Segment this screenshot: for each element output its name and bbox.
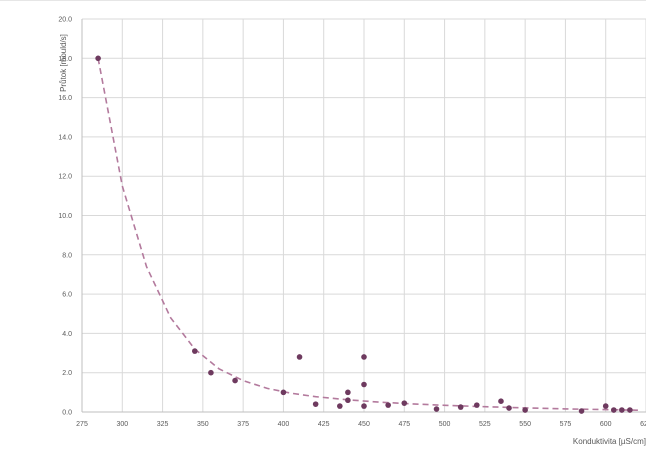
y-tick-label: 0.0	[62, 410, 72, 417]
x-tick-label: 425	[318, 421, 330, 428]
data-point	[610, 407, 617, 413]
y-tick-label: 2.0	[62, 370, 72, 377]
data-point	[296, 354, 303, 360]
data-point	[401, 400, 408, 406]
data-point	[312, 401, 319, 407]
data-point	[506, 405, 512, 411]
y-tick-label: 10.0	[58, 213, 72, 220]
y-tick-label: 20.0	[58, 17, 72, 24]
data-point	[385, 402, 391, 408]
x-tick-label: 450	[358, 421, 370, 428]
x-tick-label: 525	[479, 421, 491, 428]
data-point	[232, 377, 238, 384]
data-point	[457, 404, 464, 410]
x-tick-label: 400	[278, 421, 290, 428]
data-point	[474, 402, 480, 408]
y-axis-title: Průtok [mould/s]	[59, 34, 68, 92]
data-point	[208, 369, 214, 376]
x-tick-label: 575	[560, 421, 572, 428]
data-point	[361, 403, 367, 409]
x-tick-label: 275	[76, 421, 88, 428]
x-tick-label: 475	[398, 421, 410, 428]
y-tick-label: 18.0	[58, 56, 72, 63]
data-point	[602, 403, 609, 409]
x-tick-label: 625	[640, 421, 646, 428]
y-tick-label: 4.0	[62, 331, 72, 338]
x-tick-label: 350	[197, 421, 209, 428]
data-point	[627, 407, 633, 413]
data-point	[522, 407, 528, 413]
x-tick-label: 500	[439, 421, 451, 428]
data-point	[345, 389, 351, 396]
data-point	[619, 407, 625, 413]
x-tick-label: 600	[600, 421, 612, 428]
data-point	[345, 397, 351, 404]
y-tick-label: 8.0	[62, 252, 72, 259]
y-tick-label: 12.0	[58, 174, 72, 181]
data-point	[361, 381, 367, 388]
x-axis-title: Konduktivita [µS/cm]	[573, 437, 646, 446]
y-tick-label: 16.0	[58, 95, 72, 102]
y-tick-label: 14.0	[58, 134, 72, 141]
trendline	[97, 58, 638, 411]
data-point	[280, 389, 287, 396]
x-tick-label: 375	[237, 421, 249, 428]
x-tick-label: 325	[157, 421, 169, 428]
data-point	[361, 354, 367, 360]
x-tick-label: 300	[116, 421, 128, 428]
data-point	[433, 406, 440, 412]
x-tick-label: 550	[519, 421, 531, 428]
data-point	[578, 408, 585, 414]
data-point	[337, 403, 343, 409]
data-point	[192, 348, 198, 354]
data-point	[95, 55, 101, 62]
data-point	[498, 398, 504, 404]
y-tick-label: 6.0	[62, 292, 72, 299]
